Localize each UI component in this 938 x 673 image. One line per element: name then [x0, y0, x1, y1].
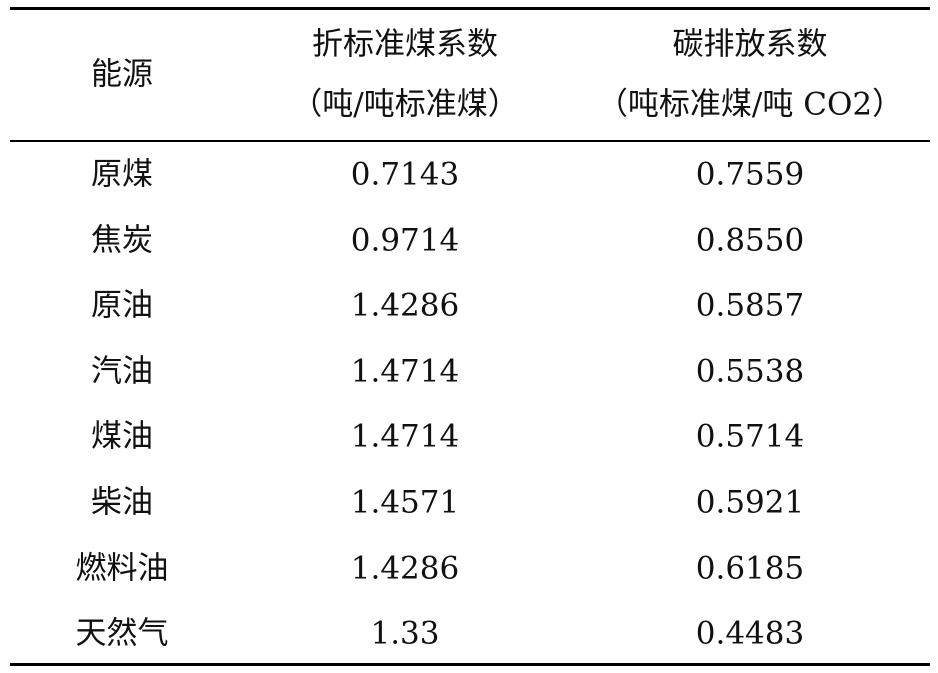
value-cell: 1.4286	[350, 287, 460, 324]
row-label: 原油	[91, 287, 153, 324]
row-label: 柴油	[91, 484, 153, 521]
header-cell: （吨标准煤/吨 CO2）	[596, 86, 904, 123]
row-label: 汽油	[91, 353, 153, 390]
value-cell: 1.33	[370, 615, 440, 652]
header-cell: 能源	[91, 56, 153, 93]
row-label: 焦炭	[91, 222, 153, 259]
row-label: 煤油	[91, 418, 153, 455]
value-cell: 0.7143	[350, 156, 460, 193]
header-cell: （吨/吨标准煤）	[291, 86, 519, 123]
value-cell: 1.4714	[350, 353, 460, 390]
value-cell: 1.4714	[350, 418, 460, 455]
header-cell: 折标准煤系数	[312, 26, 498, 63]
value-cell: 0.4483	[695, 615, 805, 652]
value-cell: 0.8550	[695, 222, 805, 259]
value-cell: 1.4571	[350, 484, 460, 521]
value-cell: 0.9714	[350, 222, 460, 259]
value-cell: 0.5714	[695, 418, 805, 455]
bottom-rule	[10, 663, 930, 666]
value-cell: 0.6185	[695, 550, 805, 587]
value-cell: 0.5538	[695, 353, 805, 390]
row-label: 原煤	[91, 156, 153, 193]
value-cell: 1.4286	[350, 550, 460, 587]
header-rule	[10, 140, 930, 142]
row-label: 燃料油	[75, 550, 169, 587]
value-cell: 0.5921	[695, 484, 805, 521]
value-cell: 0.5857	[695, 287, 805, 324]
value-cell: 0.7559	[695, 156, 805, 193]
row-label: 天然气	[75, 615, 169, 652]
header-cell: 碳排放系数	[672, 26, 828, 63]
top-rule	[10, 7, 930, 10]
